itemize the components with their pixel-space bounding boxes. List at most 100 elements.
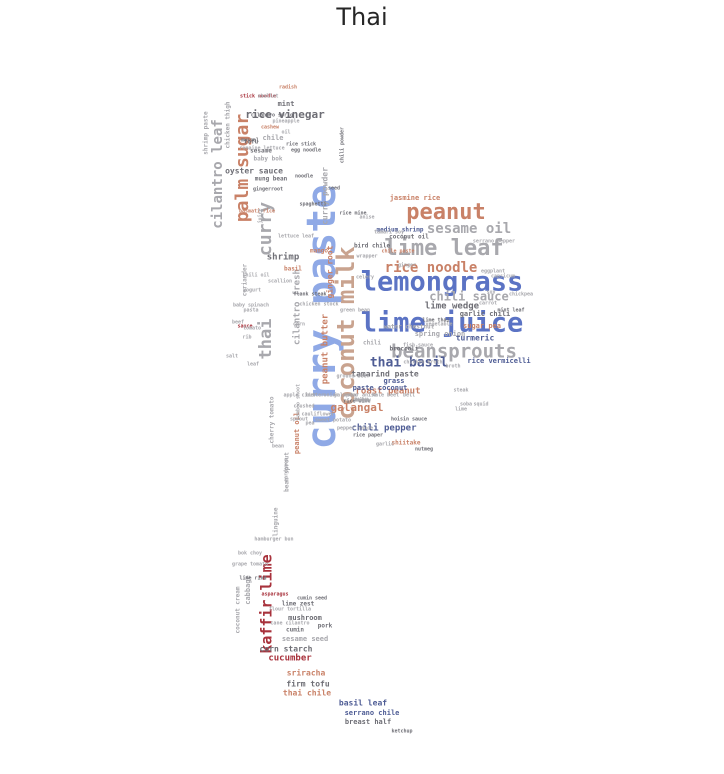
cloud-word: lemon [354,398,369,404]
cloud-word: spaghetti [299,202,326,208]
cloud-word: sriracha [287,668,326,678]
cloud-word: beef [232,320,244,326]
cloud-word: oyster sauce [225,167,283,176]
cloud-word: tamari soy [374,230,404,236]
cloud-word: cumin [286,627,304,634]
cloud-word: bok choy [238,551,262,557]
cloud-word: serrano pepper [473,239,515,245]
cloud-word: anise [359,215,374,221]
cloud-word: chili [363,340,381,347]
cloud-word: cilantro fresh [292,269,303,345]
cloud-word: cumin seed [297,596,327,602]
cloud-word: mussel [241,138,259,144]
cloud-word: mung bean [255,176,288,183]
cloud-word: chicken stock [299,302,338,308]
cloud-word: shallot [257,94,278,100]
cloud-word: romaine lettuce [239,146,284,152]
cloud-word: cucumber [268,654,312,664]
cloud-word: lime wedge [425,301,480,312]
cloud-word: bean sprout [284,452,291,492]
cloud-word: shrimp [267,252,300,263]
cloud-word: bamboo shoot [296,384,302,420]
cloud-word: curry paste [299,185,345,450]
cloud-word: celery [356,275,374,281]
cloud-word: chili sauce [429,290,508,304]
cloud-word: steak [453,388,468,394]
cloud-word: radish [279,85,297,91]
cloud-word: seed [328,186,340,192]
cloud-word: wrapper [356,254,377,260]
cloud-word: chicken thigh [225,101,232,148]
cloud-word: curry powder [321,167,330,225]
cloud-word: cilantro leaf [210,119,226,229]
figure-title: Thai [336,3,388,31]
cloud-word: cane cilantro [270,621,309,627]
cloud-word: thai [256,319,276,360]
cloud-word: lemongrass [361,267,524,298]
cloud-word: peanut [406,200,485,225]
cloud-word: curry [255,202,276,256]
cloud-word: star anise [347,393,377,399]
cloud-word: lime juice [361,308,524,339]
cloud-word: cauliflower [301,412,334,418]
cloud-word: roast peanut [355,387,420,397]
cloud-word: onion [323,393,338,399]
cloud-word: firm tofu [286,679,330,689]
cloud-word: crushed [293,404,314,410]
cloud-word: lime rind [239,576,266,582]
cloud-word: breast half [345,718,391,726]
cloud-word: oil [281,130,290,136]
cloud-word: corn starch [260,645,313,654]
cloud-word: mushroom [288,614,322,622]
cloud-word: chickpea [509,292,533,298]
cloud-word: mint [278,100,295,108]
cloud-word: ginger root [325,245,335,298]
cloud-word: coconut cream [235,586,242,633]
cloud-word: rice stick [286,142,316,148]
cloud-word: soba [460,402,472,408]
cloud-word: rice vinegar [245,108,325,121]
cloud-word: tomato [243,326,261,332]
cloud-word: kaffir lime [258,554,276,653]
cloud-word: grass [383,377,404,385]
cloud-word: flank steak [293,292,326,298]
cloud-word: peanut oil [293,412,301,454]
cloud-word: cabbage [244,575,252,605]
cloud-word: rice paper [353,433,383,439]
cloud-word: cardamom [284,458,290,482]
cloud-word: squid [473,402,488,408]
cloud-word: juice [257,208,264,223]
cloud-word: sprout [290,417,308,423]
cloud-word: sesame [250,148,272,155]
cloud-word: coriander [242,263,249,296]
cloud-word: chicken broth [403,360,442,366]
cloud-word: sugar pea [463,322,501,330]
cloud-word: linguine [273,507,280,536]
cloud-word: sherry [353,398,371,404]
cloud-word: apple cider [283,393,316,399]
cloud-word: lime [455,407,467,413]
cloud-word: gingerroot [253,187,283,193]
cloud-word: bird chile [354,243,391,250]
cloud-word: paste coconut [353,384,408,392]
cloud-word: green bean [340,308,370,314]
cloud-word: milk [356,398,368,404]
cloud-word: pea [305,421,314,427]
cloud-word: chile [262,134,283,142]
cloud-word: eggplant [481,269,505,275]
cloud-word: medium shrimp [377,227,424,234]
cloud-word: garlic [376,442,394,448]
cloud-word: sesame oil [427,221,511,237]
cloud-word: butter [306,393,324,399]
cloud-word: corn [293,322,305,328]
cloud-word: chili pepper [351,423,417,434]
cloud-word: egg noodle [291,148,321,154]
cloud-word: jalapeno [334,392,358,399]
cloud-word: baby bok [254,156,283,163]
cloud-word: cream [354,398,369,404]
cloud-word: chili powder [340,127,346,163]
cloud-word: ginger [398,263,416,269]
cloud-word: beansprouts [391,341,517,363]
